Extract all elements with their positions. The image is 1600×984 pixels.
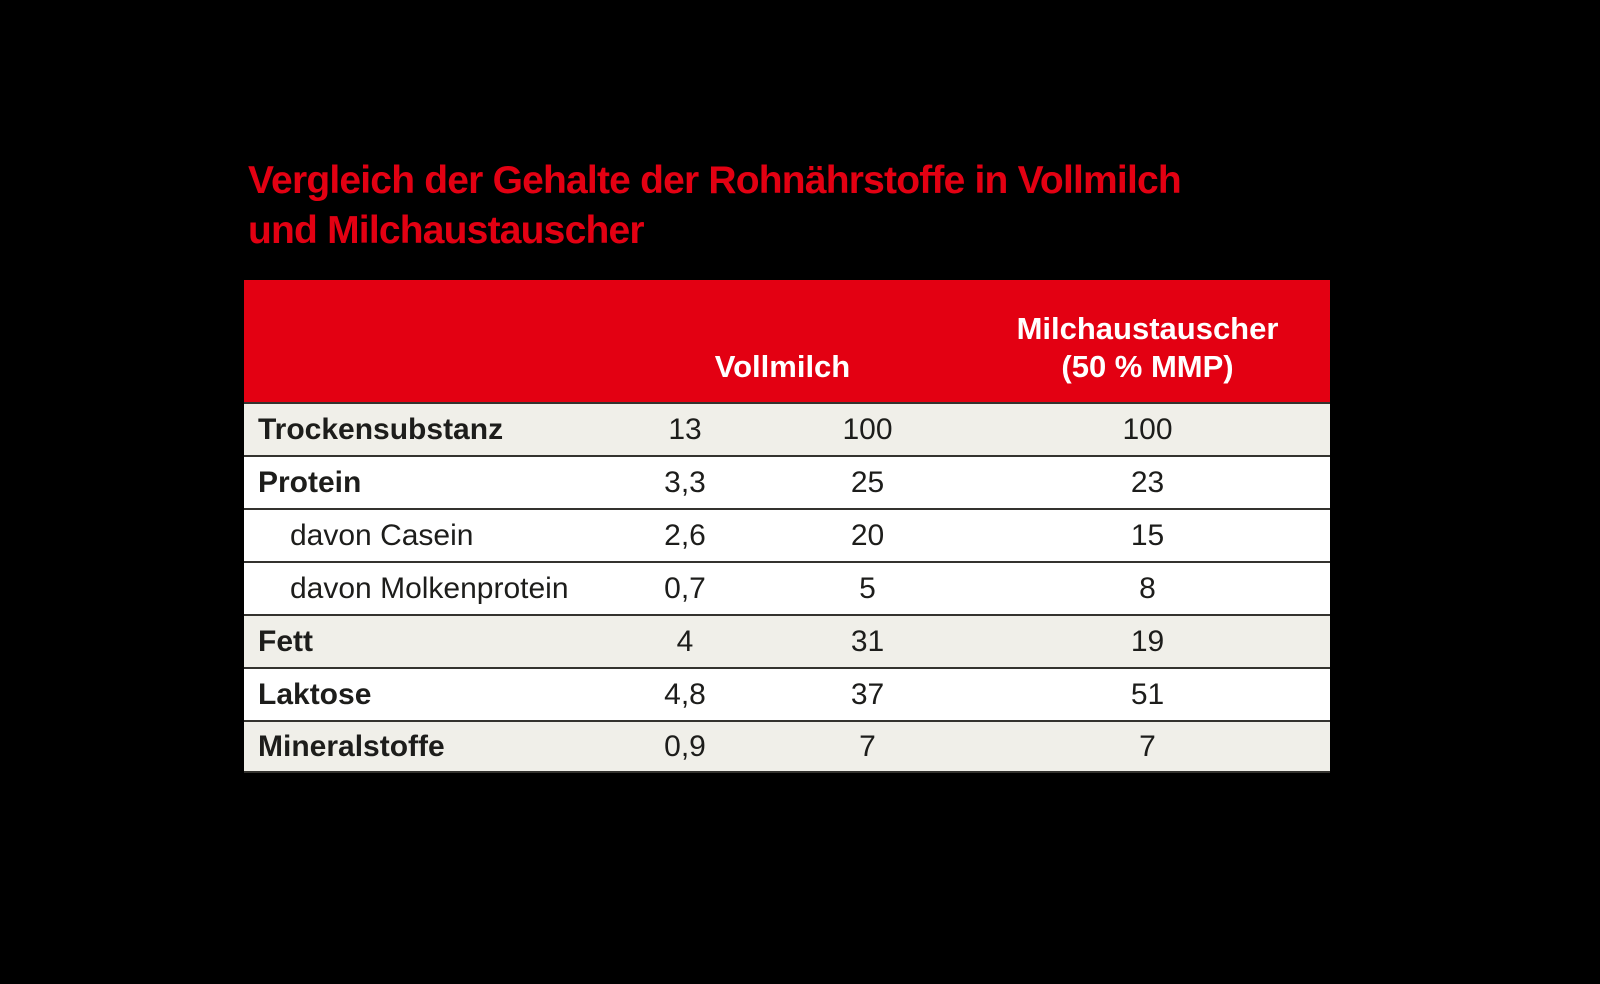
row-value-vollmilch-absolute: 3,3: [664, 465, 706, 499]
row-value-vollmilch: 100: [842, 412, 893, 446]
table-row: Protein 3,3 25 23: [244, 455, 1330, 508]
page-title-line-1: Vergleich der Gehalte der Rohnährstoffe …: [248, 159, 1182, 202]
row-value-milchaustauscher: 8: [1139, 571, 1156, 605]
table-row: Trockensubstanz 13 100 100: [244, 402, 1330, 455]
row-label: Mineralstoffe: [258, 729, 445, 763]
page-title-line-2: und Milchaustauscher: [248, 209, 645, 252]
row-value-milchaustauscher: 51: [1130, 677, 1165, 711]
row-label: Laktose: [258, 677, 372, 711]
row-value-milchaustauscher: 15: [1130, 518, 1165, 552]
header-milchaustauscher-line-1: Milchaustauscher: [1016, 311, 1279, 346]
row-value-milchaustauscher: 19: [1130, 624, 1165, 658]
row-label: davon Molkenprotein: [290, 571, 569, 605]
nutrient-comparison-table: Vollmilch Milchaustauscher (50 % MMP) Tr…: [244, 280, 1330, 773]
row-value-vollmilch-absolute: 0,9: [664, 729, 706, 763]
row-value-vollmilch: 5: [859, 571, 876, 605]
table-row: Laktose 4,8 37 51: [244, 667, 1330, 720]
table-body: Trockensubstanz 13 100 100 Protein 3,3 2…: [244, 402, 1330, 773]
row-value-vollmilch: 20: [850, 518, 885, 552]
table-row: davon Casein 2,6 20 15: [244, 508, 1330, 561]
header-vollmilch: Vollmilch: [714, 349, 851, 384]
table-row: davon Molkenprotein 0,7 5 8: [244, 561, 1330, 614]
table-row: Mineralstoffe 0,9 7 7: [244, 720, 1330, 773]
page-title: Vergleich der Gehalte der Rohnährstoffe …: [248, 156, 1182, 256]
row-value-milchaustauscher: 100: [1122, 412, 1173, 446]
row-value-vollmilch: 7: [859, 729, 876, 763]
row-label: davon Casein: [290, 518, 474, 552]
row-label: Fett: [258, 624, 313, 658]
table-header-band: Vollmilch Milchaustauscher (50 % MMP): [244, 280, 1330, 402]
row-value-vollmilch-absolute: 4: [676, 624, 694, 658]
header-spacer-cell: [244, 386, 600, 402]
row-value-vollmilch-absolute: 4,8: [664, 677, 706, 711]
row-value-vollmilch-absolute: 2,6: [664, 518, 706, 552]
row-value-milchaustauscher: 23: [1130, 465, 1165, 499]
row-label: Trockensubstanz: [258, 412, 504, 446]
row-value-vollmilch-absolute: 0,7: [664, 571, 706, 605]
row-value-vollmilch: 31: [850, 624, 885, 658]
row-value-vollmilch: 37: [850, 677, 885, 711]
header-milchaustauscher-line-2: (50 % MMP): [1061, 349, 1234, 384]
row-label: Protein: [258, 465, 362, 499]
row-value-milchaustauscher: 7: [1139, 729, 1156, 763]
table-row: Fett 4 31 19: [244, 614, 1330, 667]
header-milchaustauscher: Milchaustauscher (50 % MMP): [965, 310, 1330, 402]
row-value-vollmilch-absolute: 13: [668, 412, 702, 446]
row-value-vollmilch: 25: [850, 465, 885, 499]
